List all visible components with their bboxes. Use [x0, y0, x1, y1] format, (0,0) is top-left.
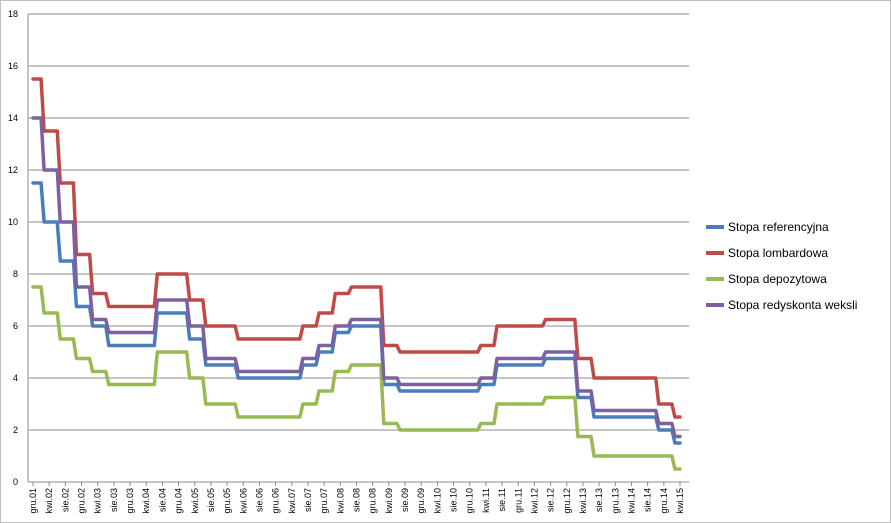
- x-tick-label: sie.14: [643, 488, 653, 512]
- x-tick-label: sie.11: [497, 488, 507, 511]
- x-tick-label: sie.09: [400, 488, 410, 512]
- x-tick-label: kwi.14: [626, 488, 636, 514]
- x-tick-label: kwi.05: [190, 488, 200, 514]
- x-tick-label: kwi.03: [93, 488, 103, 514]
- series-line-2: [31, 77, 682, 419]
- x-tick-label: kwi.09: [384, 488, 394, 514]
- x-tick-label: kwi.06: [238, 488, 248, 514]
- x-tick-label: gru.03: [125, 488, 135, 514]
- legend-label: Stopa depozytowa: [728, 272, 827, 286]
- x-tick-label: kwi.13: [578, 488, 588, 514]
- x-tick-label: sie.05: [206, 488, 216, 512]
- x-tick-label: gru.13: [610, 488, 620, 514]
- x-tick-label: gru.12: [562, 488, 572, 514]
- y-tick-label: 14: [8, 113, 18, 123]
- legend-item: Stopa lombardowa: [706, 240, 857, 266]
- x-tick-label: gru.06: [271, 488, 281, 514]
- x-tick-label: sie.13: [594, 488, 604, 512]
- legend-swatch: [706, 251, 724, 255]
- y-tick-label: 8: [13, 269, 18, 279]
- series-line-3: [31, 285, 682, 471]
- legend-label: Stopa redyskonta weksli: [728, 298, 858, 312]
- x-tick-label: kwi.12: [529, 488, 539, 514]
- x-tick-label: gru.01: [28, 488, 38, 514]
- x-tick-label: gru.07: [319, 488, 329, 514]
- x-tick-label: kwi.04: [141, 488, 151, 514]
- legend-swatch: [706, 303, 724, 307]
- x-tick-label: sie.07: [303, 488, 313, 512]
- legend-item: Stopa redyskonta weksli: [706, 292, 857, 318]
- x-tick-label: kwi.02: [44, 488, 54, 514]
- legend-item: Stopa referencyjna: [706, 214, 857, 240]
- y-tick-label: 16: [8, 61, 18, 71]
- x-tick-label: sie.12: [546, 488, 556, 512]
- x-tick-label: gru.05: [222, 488, 232, 514]
- y-tick-label: 18: [8, 9, 18, 19]
- x-tick-label: gru.11: [513, 488, 523, 513]
- x-tick-label: kwi.10: [432, 488, 442, 514]
- x-tick-label: gru.09: [416, 488, 426, 514]
- x-tick-label: gru.14: [659, 488, 669, 514]
- x-tick-label: gru.02: [77, 488, 87, 514]
- legend-swatch: [706, 277, 724, 281]
- x-tick-label: sie.10: [449, 488, 459, 512]
- x-tick-label: gru.04: [174, 488, 184, 514]
- y-tick-label: 12: [8, 165, 18, 175]
- x-tick-label: kwi.15: [675, 488, 685, 514]
- x-tick-label: sie.08: [352, 488, 362, 512]
- y-tick-label: 10: [8, 217, 18, 227]
- series-line-4: [31, 116, 682, 439]
- y-tick-label: 4: [13, 373, 18, 383]
- x-tick-label: kwi.11: [481, 488, 491, 513]
- chart-legend: Stopa referencyjna Stopa lombardowa Stopa …: [706, 214, 857, 318]
- x-tick-label: sie.02: [60, 488, 70, 512]
- x-tick-label: sie.04: [157, 488, 167, 512]
- x-tick-label: gru.08: [368, 488, 378, 514]
- x-tick-label: sie.03: [109, 488, 119, 512]
- legend-label: Stopa lombardowa: [728, 246, 829, 260]
- y-tick-label: 0: [13, 477, 18, 487]
- legend-swatch: [706, 225, 724, 229]
- x-tick-label: kwi.08: [335, 488, 345, 514]
- x-tick-label: gru.10: [465, 488, 475, 514]
- legend-label: Stopa referencyjna: [728, 220, 829, 234]
- legend-item: Stopa depozytowa: [706, 266, 857, 292]
- x-tick-label: sie.06: [254, 488, 264, 512]
- x-tick-label: kwi.07: [287, 488, 297, 514]
- y-tick-label: 6: [13, 321, 18, 331]
- y-tick-label: 2: [13, 425, 18, 435]
